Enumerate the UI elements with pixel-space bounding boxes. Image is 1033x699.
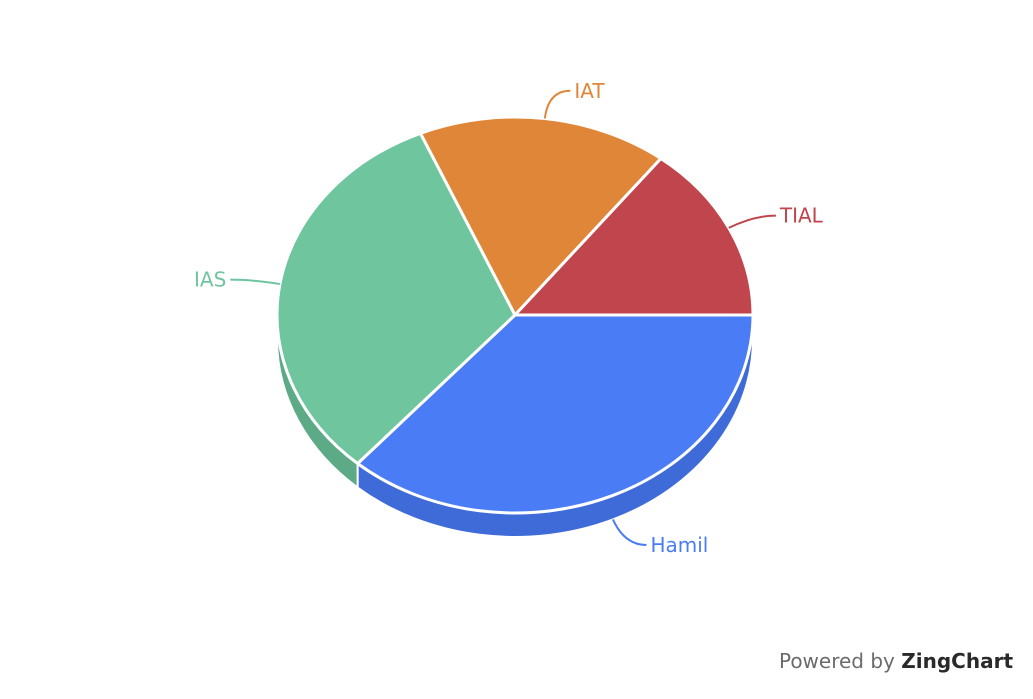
slice-hamil[interactable] (356, 313, 755, 515)
zingchart-brand: ZingChart (901, 649, 1013, 673)
callout-line-tial (728, 214, 776, 229)
slice-label-iat: IAT (574, 79, 605, 103)
callout-line-hamil (612, 519, 647, 546)
slice-label-ias: IAS (194, 268, 226, 292)
slice-tial[interactable] (513, 157, 755, 317)
callout-line-iat (543, 89, 571, 119)
callout-line-ias (230, 278, 281, 286)
slice-iat[interactable] (418, 115, 663, 317)
powered-by-credit[interactable]: Powered by ZingChart (779, 649, 1013, 673)
slice-label-hamil: Hamil (650, 533, 708, 557)
pie-labels: Hamil IAS IAT TIAL (194, 79, 824, 557)
pie-slices (275, 115, 755, 515)
credit-prefix: Powered by (778, 649, 902, 673)
slice-label-tial: TIAL (779, 204, 824, 228)
